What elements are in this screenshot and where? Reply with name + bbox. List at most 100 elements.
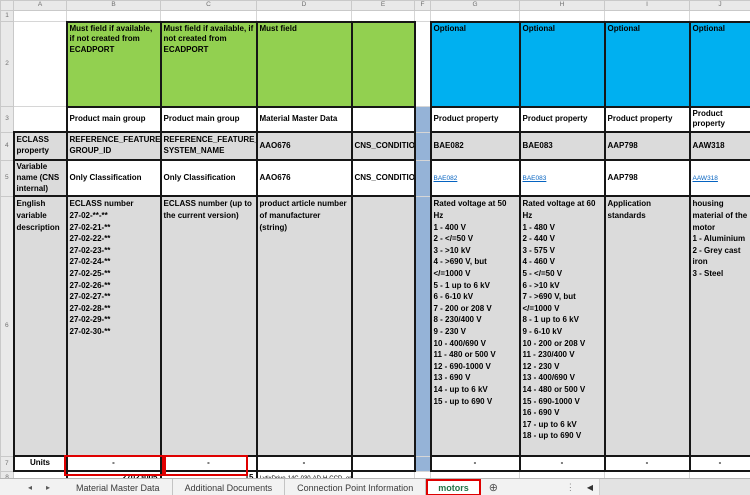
cell-J2[interactable]: Optional	[688, 20, 750, 108]
cell-B7[interactable]: -	[65, 455, 162, 473]
cell-E6[interactable]	[350, 195, 416, 458]
cell-G7[interactable]: -	[429, 455, 521, 473]
cell-F6[interactable]	[414, 195, 431, 457]
row-header-3[interactable]: 3	[0, 106, 14, 133]
cell-B2[interactable]: Must field if available, if not created …	[65, 20, 162, 108]
cell-H1[interactable]	[519, 10, 605, 22]
cell-C7[interactable]: -	[159, 455, 258, 473]
cell-E2[interactable]	[350, 20, 416, 108]
row-header-2[interactable]: 2	[0, 21, 14, 107]
cell-D7[interactable]: -	[255, 455, 353, 473]
cell-A3[interactable]	[13, 106, 67, 133]
cell-I2[interactable]: Optional	[603, 20, 691, 108]
row-header-6[interactable]: 6	[0, 195, 14, 457]
tab-connection-point-information[interactable]: Connection Point Information	[285, 479, 427, 495]
row-header-5[interactable]: 5	[0, 159, 14, 197]
cell-A1[interactable]	[13, 10, 67, 22]
hyperlink-BAE083[interactable]: BAE083	[522, 174, 547, 182]
cell-G2[interactable]: Optional	[429, 20, 521, 108]
cell-J6[interactable]: housing material of the motor 1 - Alumin…	[688, 195, 750, 458]
col-header-A[interactable]: A	[13, 0, 67, 11]
cell-H6[interactable]: Rated voltage at 60 Hz 1 - 480 V 2 - 440…	[518, 195, 606, 458]
row-header-1[interactable]: 1	[0, 10, 14, 22]
cell-H2[interactable]: Optional	[518, 20, 606, 108]
cell-E3[interactable]	[350, 105, 416, 134]
next-sheet-arrow-icon[interactable]: ▸	[46, 483, 51, 492]
prev-sheet-arrow-icon[interactable]: ◂	[28, 483, 33, 492]
cell-C3[interactable]: Product main group	[159, 105, 258, 134]
cell-D6[interactable]: product article number of manufacturer (…	[255, 195, 353, 458]
hscroll-left-button[interactable]: ◀	[581, 479, 599, 495]
cell-B4[interactable]: REFERENCE_FEATURE_ GROUP_ID	[65, 131, 162, 162]
row-header-7[interactable]: 7	[0, 455, 14, 472]
cell-C1[interactable]	[160, 10, 257, 22]
cell-A7[interactable]: Units	[12, 455, 68, 473]
cell-G1[interactable]	[430, 10, 520, 22]
col-header-D[interactable]: D	[256, 0, 352, 11]
cell-G3[interactable]: Product property	[429, 105, 521, 134]
hscroll-track[interactable]	[599, 479, 750, 495]
select-all-corner[interactable]	[0, 0, 14, 11]
cell-A4[interactable]: ECLASS property	[12, 131, 68, 162]
cell-J3[interactable]: Product property	[688, 105, 750, 134]
cell-I5[interactable]: AAP798	[603, 159, 691, 198]
hyperlink-BAE082[interactable]: BAE082	[433, 174, 458, 182]
tab-motors-active[interactable]: motors	[426, 479, 481, 495]
cell-I3[interactable]: Product property	[603, 105, 691, 134]
cell-A2[interactable]	[13, 21, 67, 107]
col-header-C[interactable]: C	[160, 0, 257, 11]
cell-E1[interactable]	[351, 10, 415, 22]
cell-E4[interactable]: CNS_CONDITION	[350, 131, 416, 162]
cell-H4[interactable]: BAE083	[518, 131, 606, 162]
cell-H5[interactable]: BAE083	[518, 159, 606, 198]
cell-G5[interactable]: BAE082	[429, 159, 521, 198]
cell-J7[interactable]: -	[688, 455, 750, 473]
cell-J1[interactable]	[689, 10, 750, 22]
cell-C5[interactable]: Only Classification	[159, 159, 258, 198]
col-header-H[interactable]: H	[519, 0, 605, 11]
cell-G6[interactable]: Rated voltage at 50 Hz 1 - 400 V 2 - </=…	[429, 195, 521, 458]
cell-J4[interactable]: AAW318	[688, 131, 750, 162]
cell-F5[interactable]	[414, 159, 431, 197]
cell-A5[interactable]: Variable name (CNS internal)	[12, 159, 68, 198]
col-header-F[interactable]: F	[414, 0, 431, 11]
cell-G4[interactable]: BAE082	[429, 131, 521, 162]
cell-D1[interactable]	[256, 10, 352, 22]
cell-A6[interactable]: English variable description	[12, 195, 68, 458]
col-header-E[interactable]: E	[351, 0, 415, 11]
cell-B1[interactable]	[66, 10, 161, 22]
cell-I4[interactable]: AAP798	[603, 131, 691, 162]
col-header-G[interactable]: G	[430, 0, 520, 11]
cell-F2[interactable]	[414, 21, 431, 107]
hyperlink-AAW318[interactable]: AAW318	[692, 174, 718, 182]
cell-F4[interactable]	[414, 131, 431, 161]
tab-additional-documents[interactable]: Additional Documents	[173, 479, 286, 495]
row-header-4[interactable]: 4	[0, 131, 14, 161]
tabbar-splitter-handle[interactable]: ⋮	[560, 479, 581, 495]
cell-E5[interactable]: CNS_CONDITION	[350, 159, 416, 198]
cell-F1[interactable]	[414, 10, 431, 22]
cell-B6[interactable]: ECLASS number 27-02-**-** 27-02-21-** 27…	[65, 195, 162, 458]
cell-D3[interactable]: Material Master Data	[255, 105, 353, 134]
tab-material-master-data[interactable]: Material Master Data	[64, 479, 173, 495]
cell-E7[interactable]	[350, 455, 416, 473]
cell-D4[interactable]: AAO676	[255, 131, 353, 162]
cell-B5[interactable]: Only Classification	[65, 159, 162, 198]
cell-H3[interactable]: Product property	[518, 105, 606, 134]
cell-C6[interactable]: ECLASS number (up to the current version…	[159, 195, 258, 458]
col-header-B[interactable]: B	[66, 0, 161, 11]
col-header-J[interactable]: J	[689, 0, 750, 11]
new-sheet-button[interactable]: ⊕	[481, 479, 506, 495]
cell-H7[interactable]: -	[518, 455, 606, 473]
cell-F7[interactable]	[414, 455, 431, 472]
cell-C4[interactable]: REFERENCE_FEATURE_ SYSTEM_NAME	[159, 131, 258, 162]
cell-J5[interactable]: AAW318	[688, 159, 750, 198]
cell-I6[interactable]: Application standards	[603, 195, 691, 458]
cell-C2[interactable]: Must field if available, if not created …	[159, 20, 258, 108]
cell-I1[interactable]	[604, 10, 690, 22]
cell-D2[interactable]: Must field	[255, 20, 353, 108]
cell-B3[interactable]: Product main group	[65, 105, 162, 134]
cell-I7[interactable]: -	[603, 455, 691, 473]
cell-D5[interactable]: AAO676	[255, 159, 353, 198]
cell-F3[interactable]	[414, 106, 431, 133]
